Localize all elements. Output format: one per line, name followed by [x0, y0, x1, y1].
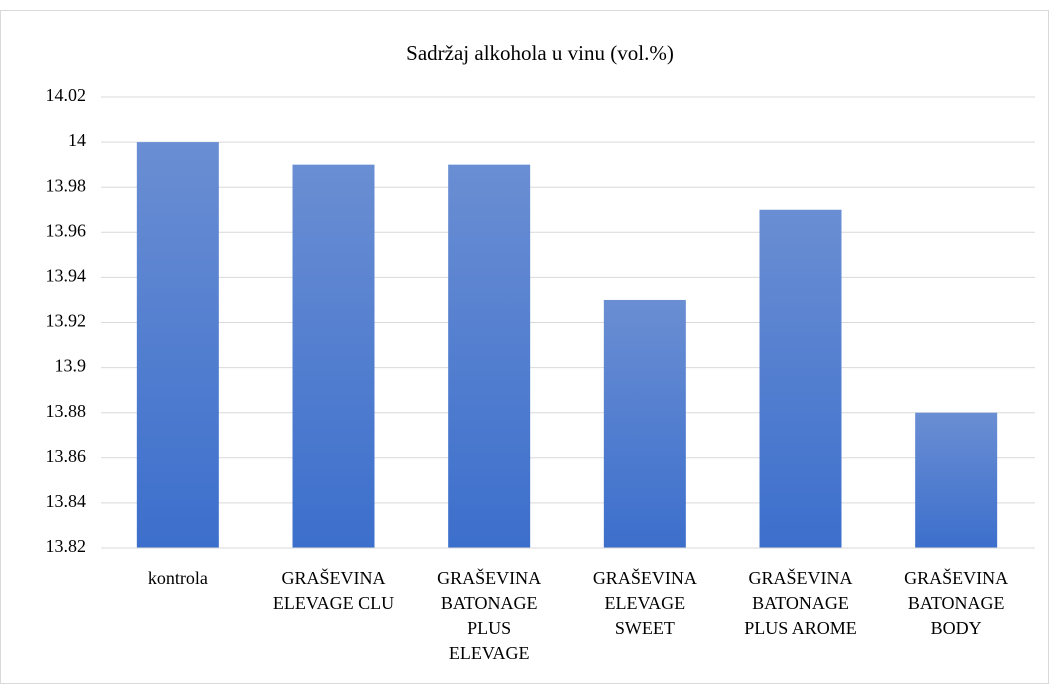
bar [603, 299, 686, 548]
chart-title: Sadržaj alkohola u vinu (vol.%) [406, 41, 674, 65]
x-tick-label-line: PLUS AROME [744, 618, 857, 638]
y-tick-label: 13.86 [46, 446, 87, 466]
y-tick-label: 13.82 [46, 536, 87, 556]
x-tick-label: GRAŠEVINA ELEVAGE SWEET [593, 567, 697, 638]
y-tick-label: 14 [68, 130, 86, 150]
x-tick-label: GRAŠEVINA BATONAGE BODY [904, 567, 1008, 638]
bar [759, 209, 842, 548]
x-tick-label: GRAŠEVINA BATONAGE PLUS ELEVAGE [437, 567, 541, 663]
x-tick-label-line: BATONAGE [441, 593, 538, 613]
x-tick-label-line: GRAŠEVINA [904, 567, 1008, 588]
x-tick-label-line: ELEVAGE [604, 593, 685, 613]
y-tick-label: 13.96 [46, 220, 87, 240]
x-tick-label-line: ELEVAGE [449, 643, 530, 663]
x-tick-label: GRAŠEVINA ELEVAGE CLU [273, 567, 394, 613]
x-tick-label-line: BATONAGE [752, 593, 849, 613]
x-tick-label-line: SWEET [615, 618, 675, 638]
x-tick-label: GRAŠEVINA BATONAGE PLUS AROME [744, 567, 857, 638]
y-tick-label: 13.94 [46, 266, 87, 286]
x-tick-label-line: ELEVAGE CLU [273, 593, 394, 613]
x-tick-label-line: GRAŠEVINA [593, 567, 697, 588]
bar [136, 142, 219, 548]
x-tick-label-line: GRAŠEVINA [281, 567, 385, 588]
y-tick-label: 13.88 [46, 401, 87, 421]
y-tick-label: 13.98 [46, 175, 87, 195]
x-tick-label-line: GRAŠEVINA [437, 567, 541, 588]
x-tick-label-line: BODY [931, 618, 982, 638]
bar [292, 164, 375, 548]
bar [915, 412, 998, 548]
x-tick-label-line: BATONAGE [908, 593, 1005, 613]
y-tick-label: 13.92 [46, 311, 87, 331]
x-tick-label-line: GRAŠEVINA [748, 567, 852, 588]
y-tick-label: 13.84 [46, 491, 87, 511]
bar [448, 164, 531, 548]
x-tick-label-line: kontrola [148, 568, 208, 588]
x-tick-label: kontrola [148, 568, 208, 588]
y-tick-label: 14.02 [46, 85, 87, 105]
y-tick-label: 13.9 [55, 356, 87, 376]
x-tick-label-line: PLUS [467, 618, 511, 638]
